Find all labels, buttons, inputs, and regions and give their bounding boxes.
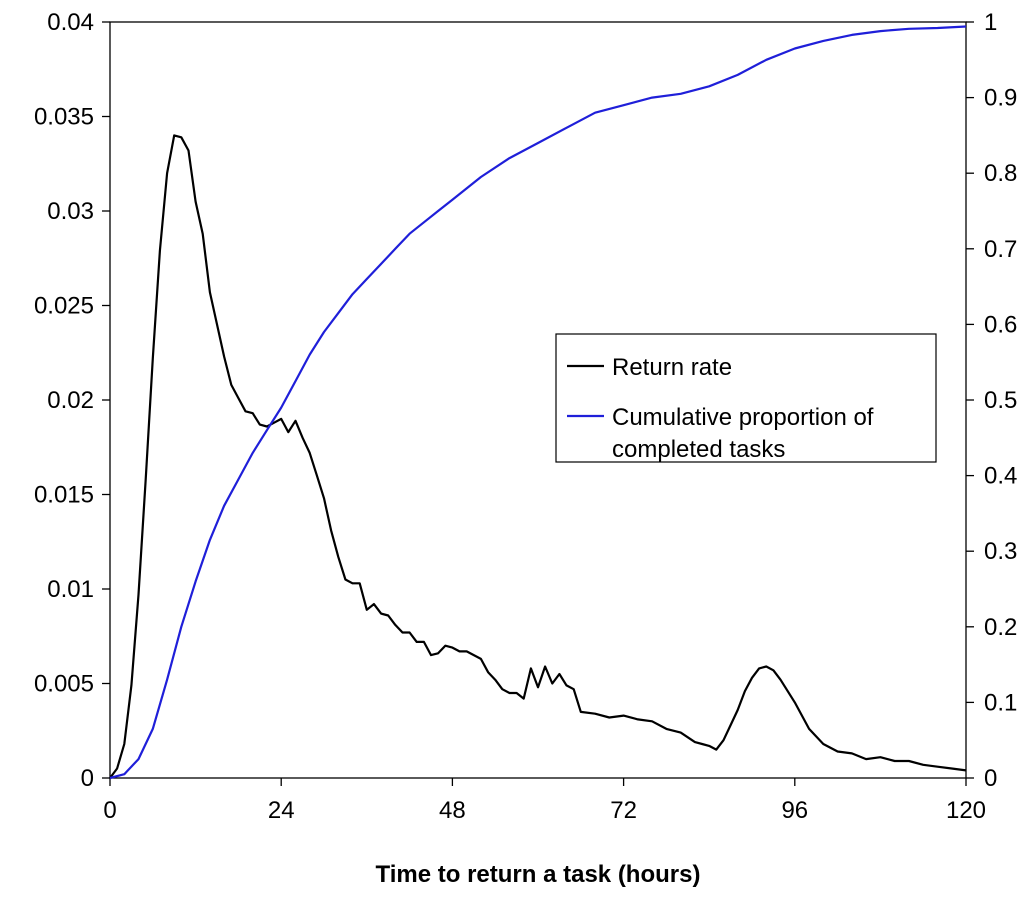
left-tick-label: 0.01: [47, 576, 94, 603]
left-tick-label: 0.005: [34, 671, 94, 698]
x-axis-title: Time to return a task (hours): [376, 861, 701, 888]
left-tick-label: 0.015: [34, 482, 94, 509]
x-tick-label: 72: [610, 797, 637, 824]
x-tick-label: 48: [439, 797, 466, 824]
left-tick-label: 0.035: [34, 104, 94, 131]
right-tick-label: 0.3: [984, 538, 1017, 565]
left-tick-label: 0.025: [34, 293, 94, 320]
right-tick-label: 1: [984, 9, 997, 36]
left-tick-label: 0.03: [47, 198, 94, 225]
right-tick-label: 0.4: [984, 463, 1017, 490]
legend-label: completed tasks: [612, 436, 785, 463]
left-tick-label: 0.04: [47, 9, 94, 36]
x-tick-label: 120: [946, 797, 986, 824]
legend-box: [555, 333, 937, 463]
right-tick-label: 0: [984, 765, 997, 792]
x-tick-label: 24: [268, 797, 295, 824]
x-tick-label: 0: [103, 797, 116, 824]
right-tick-label: 0.1: [984, 689, 1017, 716]
right-tick-label: 0.5: [984, 387, 1017, 414]
left-tick-label: 0.02: [47, 387, 94, 414]
right-tick-label: 0.9: [984, 85, 1017, 112]
series-return-rate-line: [109, 134, 967, 779]
left-tick-label: 0: [81, 765, 94, 792]
right-tick-label: 0.7: [984, 236, 1017, 263]
x-tick-label: 96: [781, 797, 808, 824]
right-tick-label: 0.8: [984, 160, 1017, 187]
series-cumulative-line: [109, 25, 967, 780]
right-tick-label: 0.6: [984, 311, 1017, 338]
legend-label: Cumulative proportion of: [612, 404, 874, 431]
right-tick-label: 0.2: [984, 614, 1017, 641]
legend-label: Return rate: [612, 354, 732, 381]
